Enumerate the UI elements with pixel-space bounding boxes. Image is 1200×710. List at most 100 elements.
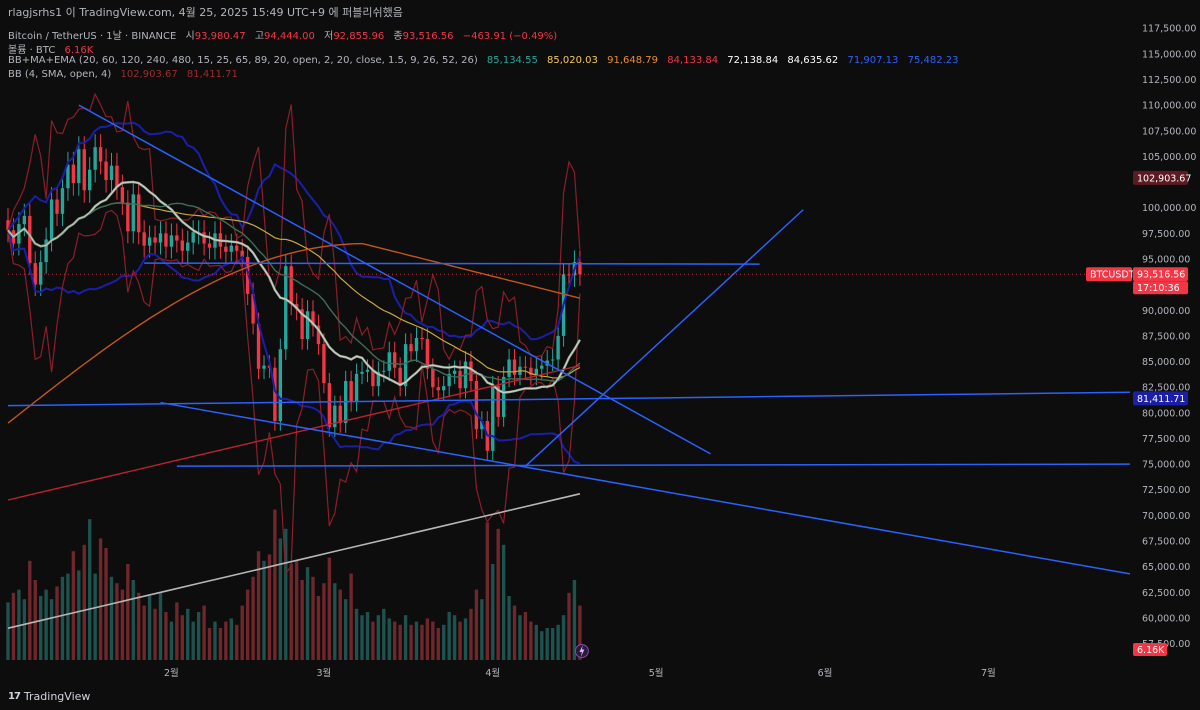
- trendline-ascending: [524, 209, 804, 467]
- candle-body: [44, 239, 48, 263]
- volume-bar: [567, 592, 571, 660]
- volume-bar: [333, 583, 337, 660]
- volume-bar: [540, 631, 544, 660]
- volume-bar: [344, 599, 348, 660]
- volume-pane: [6, 509, 582, 660]
- candle-body: [33, 263, 37, 285]
- volume-bar: [382, 608, 386, 660]
- legend-open-label: 시: [185, 31, 195, 42]
- candle-body: [300, 309, 304, 339]
- trendline-descending-lower: [160, 401, 1131, 575]
- volume-bar: [436, 628, 440, 660]
- candle-body: [311, 311, 315, 326]
- time-tick-label: 2월: [164, 667, 179, 679]
- volume-bar: [387, 618, 391, 660]
- legend-symbol[interactable]: Bitcoin / TetherUS · 1날 · BINANCE: [8, 31, 177, 42]
- legend-volume-value: 6.16K: [64, 45, 94, 56]
- volume-bar: [284, 528, 288, 660]
- candle-body: [262, 365, 266, 369]
- volume-bar: [164, 612, 168, 660]
- legend-indicator-1: BB+MA+EMA (20, 60, 120, 240, 480, 15, 25…: [8, 55, 964, 66]
- legend-close-label: 종: [393, 31, 403, 42]
- volume-bar: [256, 551, 261, 660]
- legend-ind2-label[interactable]: BB (4, SMA, open, 4): [8, 69, 112, 80]
- volume-bar: [512, 605, 517, 660]
- volume-bar: [175, 602, 179, 660]
- volume-bar: [305, 567, 310, 660]
- candle-body: [431, 368, 435, 388]
- price-axis[interactable]: 117,500.00 115,000.00 112,500.00 110,000.00…: [1142, 24, 1196, 650]
- indicator-lines: [7, 92, 581, 629]
- volume-bar: [431, 621, 435, 660]
- ma-240-line: [7, 364, 581, 501]
- candle-body: [365, 369, 370, 372]
- footer-brand[interactable]: 𝟭𝟳 TradingView: [8, 690, 90, 703]
- badge-countdown-bg: [1133, 281, 1188, 295]
- volume-bar: [131, 580, 135, 660]
- volume-bar: [474, 589, 479, 660]
- legend-ind2-value-2: 81,411.71: [186, 69, 238, 80]
- candle-body: [534, 368, 539, 375]
- price-tick-label: 77,500.00: [1142, 434, 1190, 445]
- volume-bar: [158, 592, 163, 660]
- volume-bar: [316, 596, 321, 660]
- legend-volume: 볼륨 · BTC 6.16K: [8, 41, 99, 56]
- volume-bar: [425, 618, 430, 660]
- volume-bar: [371, 621, 375, 660]
- volume-bar: [469, 608, 473, 660]
- legend-ind1-value-7: 71,907.13: [847, 55, 899, 66]
- volume-bar: [267, 554, 272, 660]
- candle-body: [349, 381, 353, 402]
- tradingview-logo-icon: 𝟭𝟳: [8, 691, 21, 702]
- candle-body: [98, 147, 103, 162]
- candle-body: [393, 352, 397, 368]
- legend-volume-label[interactable]: 볼륨 · BTC: [8, 45, 56, 56]
- candle-body: [93, 147, 97, 170]
- candle-body: [507, 359, 511, 377]
- price-tick-label: 67,500.00: [1142, 537, 1190, 548]
- price-tick-label: 95,000.00: [1142, 254, 1190, 265]
- volume-bar: [213, 621, 217, 660]
- volume-bar: [142, 605, 146, 660]
- trendlines[interactable]: [7, 104, 1131, 575]
- candle-body: [442, 386, 446, 391]
- ma-480-line: [7, 493, 581, 629]
- volume-bar: [338, 589, 342, 660]
- candle-body: [550, 359, 555, 361]
- candle-body: [491, 386, 495, 451]
- trendline-horizontal-support: [7, 391, 1131, 407]
- volume-bar: [403, 615, 408, 660]
- price-tick-label: 90,000.00: [1142, 306, 1190, 317]
- volume-bar: [322, 583, 326, 660]
- volume-bar: [109, 576, 114, 660]
- time-tick-label: 4월: [485, 667, 500, 679]
- candle-body: [529, 367, 533, 375]
- volume-bar: [534, 624, 539, 660]
- candle-body: [71, 164, 76, 184]
- volume-bar: [501, 544, 506, 660]
- volume-bar: [38, 596, 43, 660]
- candle-body: [137, 194, 141, 233]
- volume-bar: [93, 573, 97, 660]
- time-tick-label: 5월: [649, 667, 664, 679]
- volume-bar: [273, 509, 277, 660]
- legend-ind1-value-3: 91,648.79: [607, 55, 659, 66]
- volume-bar: [126, 564, 130, 660]
- footer-brand-label: TradingView: [23, 690, 91, 703]
- legend-ind1-value-5: 72,138.84: [727, 55, 779, 66]
- candle-body: [284, 266, 288, 350]
- volume-bar: [480, 599, 484, 660]
- price-pane[interactable]: [6, 134, 582, 461]
- candle-body: [333, 405, 337, 428]
- candle-body: [512, 359, 517, 375]
- candle-body: [22, 215, 27, 225]
- legend-ind1-label[interactable]: BB+MA+EMA (20, 60, 120, 240, 480, 15, 25…: [8, 55, 478, 66]
- badge-bb-upper-bg: [1133, 170, 1188, 185]
- time-axis[interactable]: 2월 3월 4월 5월 6월 7월: [164, 667, 996, 679]
- volume-bar: [311, 576, 315, 660]
- candle-body: [240, 250, 244, 257]
- candle-body: [153, 237, 157, 243]
- candle-body: [322, 344, 326, 384]
